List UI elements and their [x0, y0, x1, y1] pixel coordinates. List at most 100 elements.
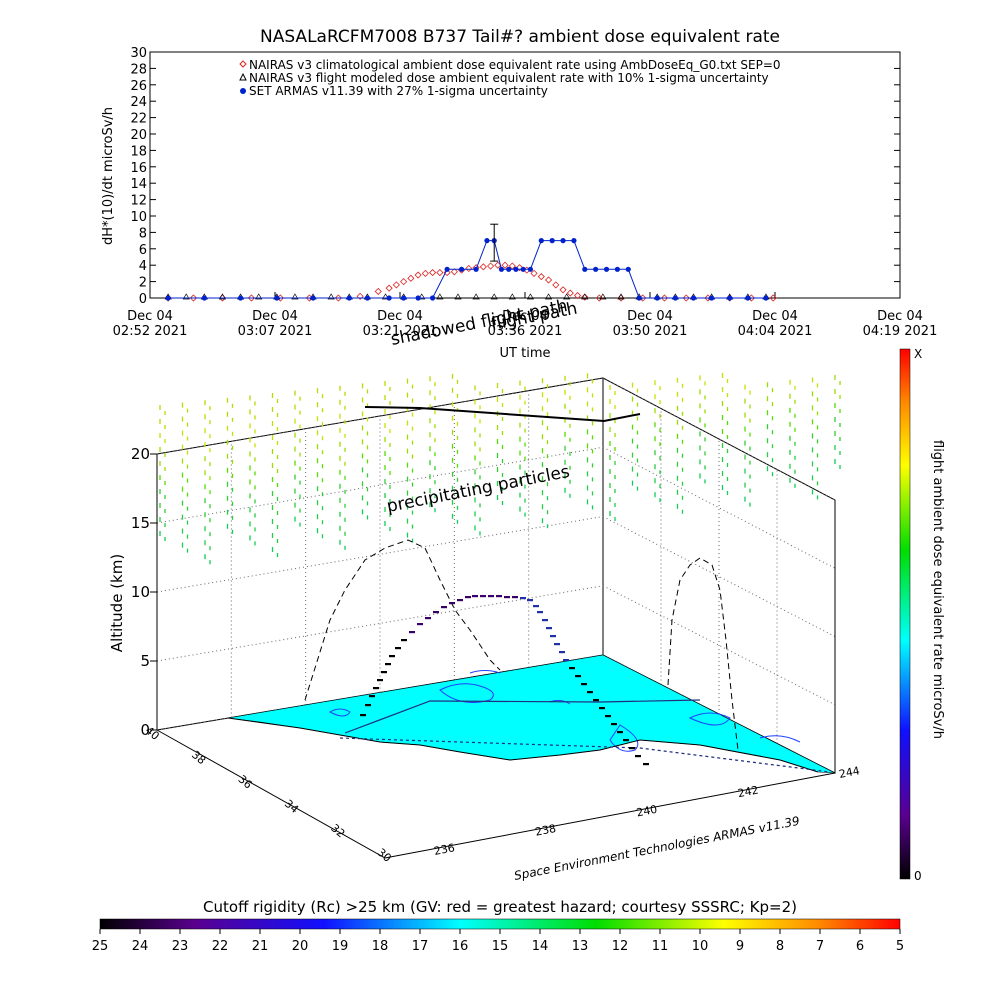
x-tick-label-time: 04:19 2021: [863, 324, 938, 339]
dose-colorbar-top: X: [914, 347, 922, 361]
armas-point: [745, 295, 751, 301]
nairas-flight-point: [581, 293, 589, 300]
flight-path-marker: [465, 596, 471, 599]
longitude-axis: 236 238 240 242 244: [384, 764, 861, 859]
armas-point: [444, 266, 450, 272]
nairas-clim-point: [566, 289, 574, 297]
legend-nairas-clim-marker: [239, 60, 247, 68]
y-tick-label: 4: [139, 259, 147, 274]
armas-point: [346, 295, 352, 301]
armas-point: [636, 295, 642, 301]
nairas-clim-point: [465, 264, 473, 273]
flight-path-marker: [472, 595, 478, 598]
flight-path-marker: [587, 691, 593, 694]
armas-point: [506, 266, 512, 272]
nairas-clim-point: [552, 281, 560, 289]
armas-point: [672, 295, 678, 301]
nairas-clim-point: [530, 269, 538, 277]
nairas-clim-point: [436, 269, 444, 277]
flight-path-marker: [593, 699, 599, 702]
lat-tick-label: 30: [375, 846, 394, 865]
map-contours: [328, 670, 801, 752]
flight-path-marker: [559, 651, 565, 654]
y-tick-label: 20: [130, 128, 147, 143]
flight-path-marker: [599, 707, 605, 710]
nairas-flight-point: [526, 293, 535, 300]
y-tick-label: 12: [130, 194, 147, 209]
flight-path-marker: [409, 631, 415, 634]
x-tick-label-date: Dec 04: [127, 309, 173, 324]
x-tick-label-time: 02:52 2021: [113, 324, 188, 339]
y-tick-label: 24: [130, 95, 147, 110]
rigidity-ticks: 25 24 23 22 21 20 19 18 17 16 15 14 13 12 11 10 9 8 7 6 5: [92, 929, 904, 954]
y-tick-label: 6: [139, 243, 147, 258]
nairas-flight-point: [472, 293, 480, 300]
flight-path-marker: [417, 623, 423, 626]
flight-path-marker: [377, 679, 383, 682]
armas-point: [582, 266, 588, 272]
lat-tick-label: 38: [189, 748, 208, 767]
nairas-clim-point: [400, 278, 408, 286]
rigidity-tick-label: 12: [612, 939, 629, 954]
flight-path-marker: [385, 663, 391, 666]
flight-path-marker: [395, 647, 401, 650]
z-tick-label: 15: [131, 514, 150, 532]
armas-point: [430, 295, 436, 301]
rigidity-colorbar: Cutoff rigidity (Rc) >25 km (GV: red = g…: [92, 898, 904, 954]
armas-point: [549, 238, 555, 244]
y-tick-label: 0: [139, 292, 147, 307]
rigidity-tick-label: 19: [332, 939, 349, 954]
lon-tick-label: 242: [737, 783, 760, 800]
rigidity-tick-label: 16: [452, 939, 469, 954]
flight-path-marker: [369, 695, 375, 698]
nairas-flight-point: [255, 293, 263, 300]
nairas-clim-point: [544, 276, 553, 284]
armas-point: [473, 266, 479, 272]
flight-path-marker: [569, 667, 575, 670]
z-tick-label: 10: [131, 583, 150, 601]
nairas-flight-point: [617, 293, 625, 300]
x-tick-label-time: 03:21 2021: [363, 324, 438, 339]
chart-title: NASALaRCFM7008 B737 Tail#? ambient dose …: [260, 27, 780, 47]
z-tick-label: 5: [140, 652, 150, 670]
y-tick-label: 18: [130, 144, 147, 159]
shadowed-flight-path: [304, 539, 739, 751]
x-tick-label-date: Dec 04: [752, 309, 798, 324]
legend-armas-marker: [240, 88, 246, 94]
rigidity-tick-label: 24: [132, 939, 149, 954]
flight-path-marker: [449, 602, 455, 605]
y-tick-label: 28: [130, 62, 147, 77]
flight-path-marker: [496, 595, 502, 598]
nairas-clim-point: [769, 294, 777, 302]
nairas-flight-point: [599, 293, 607, 300]
nairas-clim-point: [573, 291, 582, 300]
armas-point: [165, 295, 171, 301]
flight-path-marker: [617, 731, 623, 734]
legend-nairas-clim-label: NAIRAS v3 climatological ambient dose eq…: [249, 58, 781, 72]
rigidity-label: Cutoff rigidity (Rc) >25 km (GV: red = g…: [203, 898, 797, 916]
armas-point: [237, 295, 244, 301]
y-tick-label: 16: [130, 161, 147, 176]
rigidity-tick-label: 18: [372, 939, 389, 954]
map-coastline: [227, 717, 819, 773]
ground-track: [339, 699, 831, 773]
armas-point: [614, 266, 620, 272]
flight-path-marker: [546, 627, 552, 630]
x-tick-label-date: Dec 04: [252, 309, 298, 324]
timeseries-x-label: UT time: [500, 346, 551, 361]
z-tick-label: 0: [140, 721, 150, 739]
flight-path-marker: [635, 755, 641, 758]
x-tick-label-time: 04:04 2021: [738, 324, 813, 339]
legend-armas-label: SET ARMAS v11.39 with 27% 1-sigma uncert…: [249, 84, 548, 98]
lat-tick-label: 32: [328, 821, 347, 840]
x-tick-label-date: Dec 04: [627, 309, 673, 324]
armas-point: [727, 295, 733, 301]
timeseries-series: [164, 223, 777, 302]
armas-point: [763, 295, 769, 301]
flight-path-marker: [550, 635, 556, 638]
flight-path-marker: [389, 655, 395, 658]
nairas-clim-point: [515, 264, 524, 272]
